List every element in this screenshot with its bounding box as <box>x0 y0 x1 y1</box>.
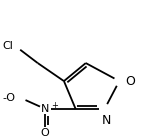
Text: O: O <box>41 128 49 138</box>
Text: Cl: Cl <box>2 41 13 51</box>
Text: -O: -O <box>3 93 16 103</box>
Text: O: O <box>125 75 135 88</box>
Text: N: N <box>102 114 112 127</box>
Text: N: N <box>41 104 49 114</box>
Text: +: + <box>51 101 58 110</box>
